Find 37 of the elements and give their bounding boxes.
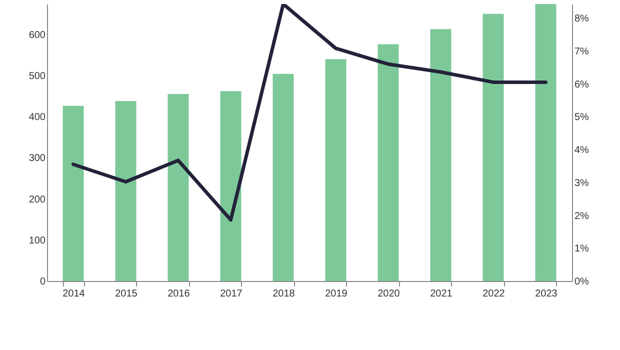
line-series xyxy=(72,4,548,222)
x-tick-label: 2014 xyxy=(62,288,86,300)
bar xyxy=(115,100,136,281)
x-tick-label: 2021 xyxy=(430,288,453,300)
bar xyxy=(430,29,452,281)
y-tick-label: 100 xyxy=(28,235,46,246)
x-tick-label: 2019 xyxy=(325,288,348,300)
y-tick-label: 500 xyxy=(28,71,46,82)
x-tick-label: 2015 xyxy=(115,288,138,300)
y2-tick-label: 2% xyxy=(574,210,590,222)
x-tick-label: 2022 xyxy=(482,288,506,300)
x-tick-label: 2016 xyxy=(168,288,190,300)
bar xyxy=(378,44,399,281)
bar xyxy=(482,14,504,281)
y2-tick-label: 0% xyxy=(574,276,590,288)
bar xyxy=(168,94,189,281)
x-tick-label: 2017 xyxy=(220,288,243,300)
y2-tick-label: 4% xyxy=(574,145,590,156)
bar xyxy=(535,4,556,281)
y-tick-label: 300 xyxy=(28,153,46,164)
y-tick-label: 400 xyxy=(28,112,46,124)
bar xyxy=(272,74,294,281)
bar xyxy=(325,59,346,281)
bar xyxy=(62,106,84,281)
x-tick-label: 2023 xyxy=(535,288,558,300)
y2-tick-label: 3% xyxy=(574,178,590,189)
y2-tick-label: 7% xyxy=(574,46,590,58)
y-tick-label: 600 xyxy=(28,30,46,41)
x-tick-label: 2020 xyxy=(378,288,400,300)
y2-tick-label: 6% xyxy=(574,79,590,90)
bar xyxy=(220,91,242,281)
y2-tick-label: 1% xyxy=(574,244,590,255)
y2-tick-label: 8% xyxy=(574,14,590,25)
y-tick-label: 200 xyxy=(28,194,46,206)
y2-tick-label: 5% xyxy=(574,112,590,124)
x-tick-label: 2018 xyxy=(272,288,296,300)
y-tick-label: 0 xyxy=(40,276,46,288)
